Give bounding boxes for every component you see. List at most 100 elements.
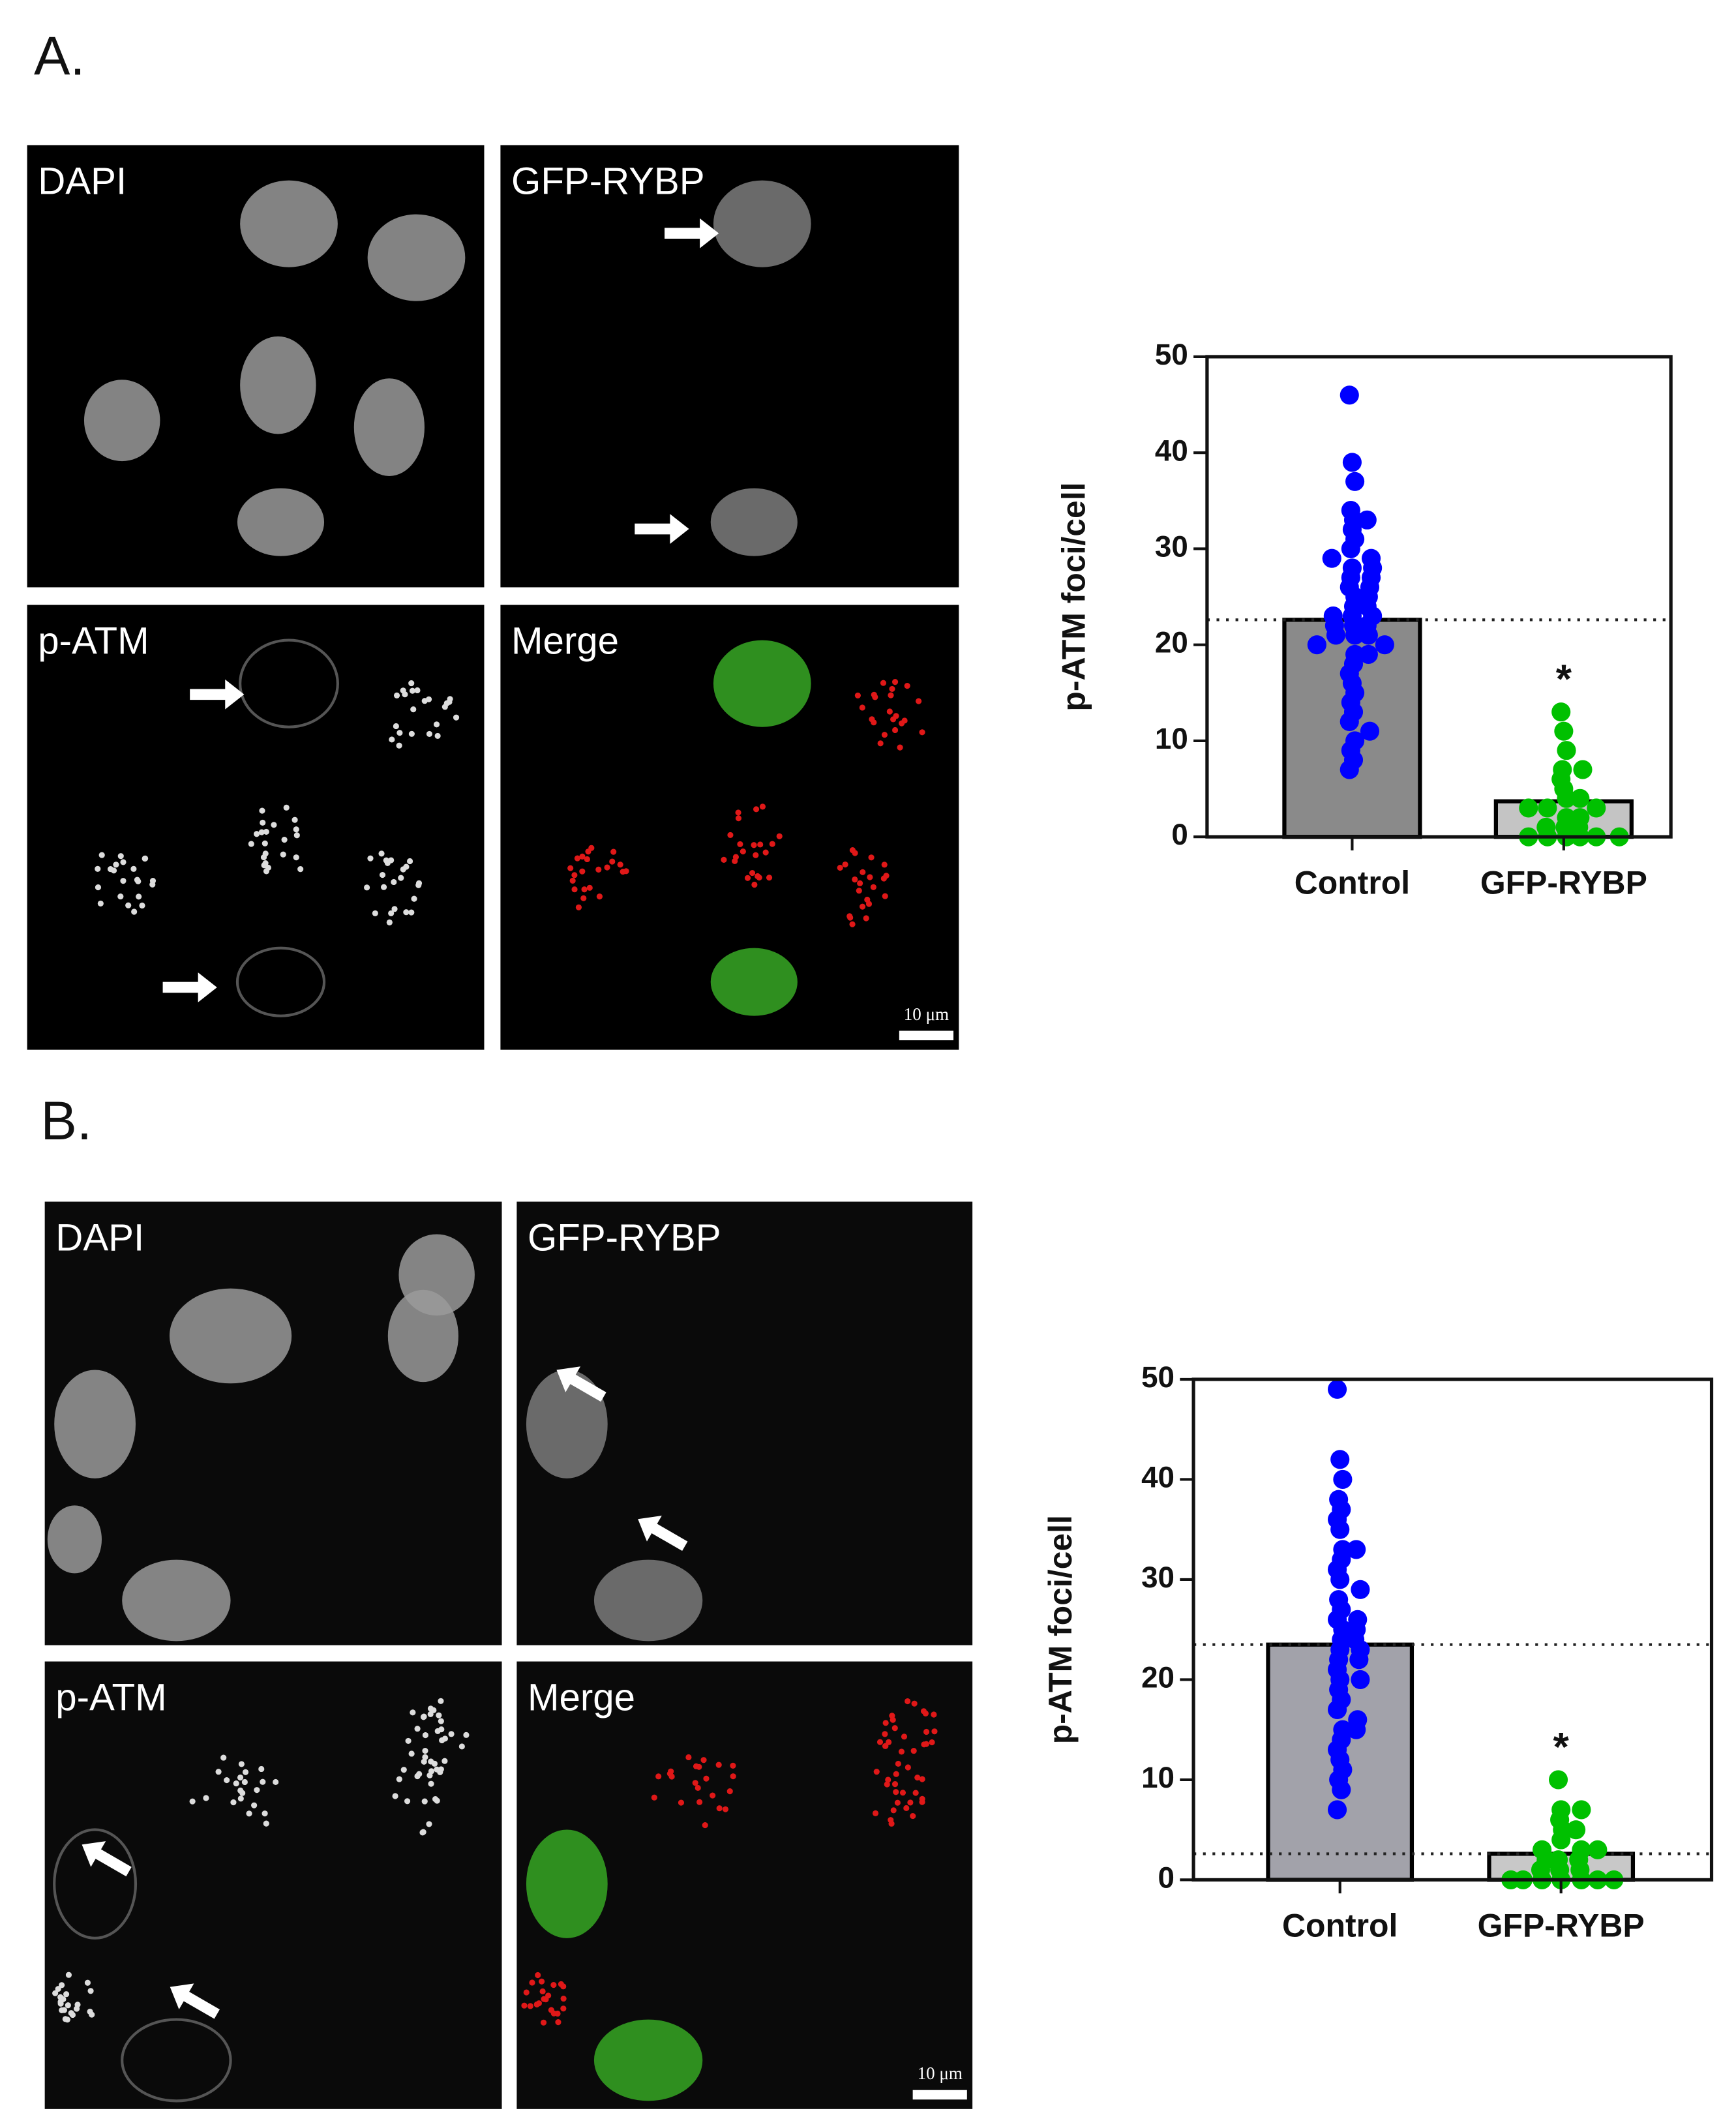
focus bbox=[854, 692, 861, 698]
focus bbox=[260, 854, 267, 861]
focus bbox=[571, 886, 578, 893]
image-label: Merge bbox=[511, 620, 619, 662]
y-axis-label: p-ATM foci/cell bbox=[1042, 1515, 1079, 1744]
focus bbox=[891, 1725, 898, 1732]
focus bbox=[215, 1769, 222, 1775]
category-label: GFP-RYBP bbox=[1478, 1908, 1645, 1944]
focus bbox=[441, 704, 448, 710]
arrow bbox=[170, 1983, 220, 2019]
nucleus bbox=[169, 1288, 292, 1384]
data-point bbox=[1351, 1670, 1370, 1689]
y-tick-label: 40 bbox=[1155, 434, 1188, 467]
focus bbox=[903, 1805, 910, 1812]
focus bbox=[230, 1799, 237, 1806]
focus bbox=[755, 873, 761, 880]
focus bbox=[281, 836, 288, 843]
arrow bbox=[190, 679, 245, 710]
focus bbox=[391, 906, 398, 912]
focus bbox=[910, 1748, 917, 1754]
focus bbox=[410, 706, 417, 713]
cells bbox=[521, 1698, 938, 2101]
data-point bbox=[1358, 644, 1378, 664]
focus bbox=[579, 868, 586, 875]
focus bbox=[139, 902, 145, 909]
data-point bbox=[1587, 798, 1606, 818]
focus bbox=[260, 1778, 266, 1785]
focus bbox=[894, 1799, 901, 1806]
nucleus bbox=[526, 1370, 608, 1478]
focus bbox=[881, 862, 888, 868]
focus bbox=[241, 1778, 248, 1786]
focus bbox=[65, 2002, 71, 2009]
focus bbox=[727, 832, 734, 838]
arrow-shape bbox=[162, 972, 217, 1002]
focus bbox=[586, 884, 593, 891]
focus bbox=[220, 1754, 227, 1761]
focus bbox=[427, 1705, 434, 1712]
y-tick-label: 50 bbox=[1155, 338, 1188, 371]
focus bbox=[543, 1996, 549, 2003]
focus bbox=[400, 1767, 407, 1773]
focus bbox=[558, 1981, 564, 1987]
focus bbox=[120, 859, 127, 865]
data-point bbox=[1351, 1580, 1370, 1599]
cells bbox=[83, 180, 466, 556]
focus bbox=[271, 822, 277, 828]
focus bbox=[125, 902, 132, 908]
focus bbox=[929, 1739, 935, 1746]
y-tick-label: 10 bbox=[1155, 722, 1188, 755]
focus bbox=[880, 875, 887, 882]
focus bbox=[882, 1731, 888, 1737]
focus bbox=[585, 848, 591, 855]
focus bbox=[448, 1731, 455, 1737]
data-point bbox=[1357, 510, 1377, 530]
focus bbox=[189, 1798, 196, 1805]
focus bbox=[280, 851, 286, 858]
data-point bbox=[1347, 1720, 1366, 1739]
focus bbox=[463, 1732, 470, 1738]
focus bbox=[254, 1787, 260, 1793]
focus bbox=[888, 1817, 894, 1823]
focus bbox=[882, 1720, 889, 1726]
focus bbox=[52, 1990, 59, 1996]
image-label: p-ATM bbox=[38, 620, 149, 662]
focus bbox=[881, 732, 888, 738]
focus bbox=[893, 1789, 899, 1795]
data-point bbox=[1339, 712, 1359, 732]
focus bbox=[293, 826, 299, 833]
focus bbox=[898, 1748, 905, 1755]
focus bbox=[651, 1794, 657, 1801]
focus bbox=[710, 1792, 716, 1799]
focus bbox=[847, 914, 854, 921]
focus bbox=[726, 1788, 733, 1795]
focus bbox=[293, 832, 300, 839]
focus bbox=[367, 855, 374, 862]
focus bbox=[769, 841, 775, 847]
focus bbox=[396, 1776, 402, 1782]
scale-bar-label: 10 μm bbox=[918, 2063, 963, 2083]
data-point bbox=[1339, 760, 1359, 779]
focus bbox=[702, 1822, 708, 1829]
data-point bbox=[1358, 625, 1378, 645]
y-tick-label: 0 bbox=[1171, 818, 1188, 851]
focus bbox=[919, 1776, 925, 1782]
data-point bbox=[1339, 385, 1359, 405]
focus bbox=[856, 888, 862, 894]
focus bbox=[434, 1797, 440, 1804]
focus bbox=[889, 685, 895, 692]
focus bbox=[262, 1810, 268, 1817]
focus bbox=[580, 895, 587, 901]
image-label: Merge bbox=[528, 1676, 635, 1718]
focus bbox=[224, 1777, 230, 1784]
focus bbox=[842, 861, 848, 868]
arrow bbox=[635, 514, 689, 544]
data-point bbox=[1375, 635, 1394, 655]
focus bbox=[884, 1781, 890, 1788]
focus bbox=[886, 708, 893, 715]
focus bbox=[852, 876, 858, 883]
micrograph bbox=[44, 1661, 502, 2109]
nucleus bbox=[83, 380, 160, 462]
focus bbox=[535, 2000, 542, 2007]
focus bbox=[692, 1780, 698, 1786]
